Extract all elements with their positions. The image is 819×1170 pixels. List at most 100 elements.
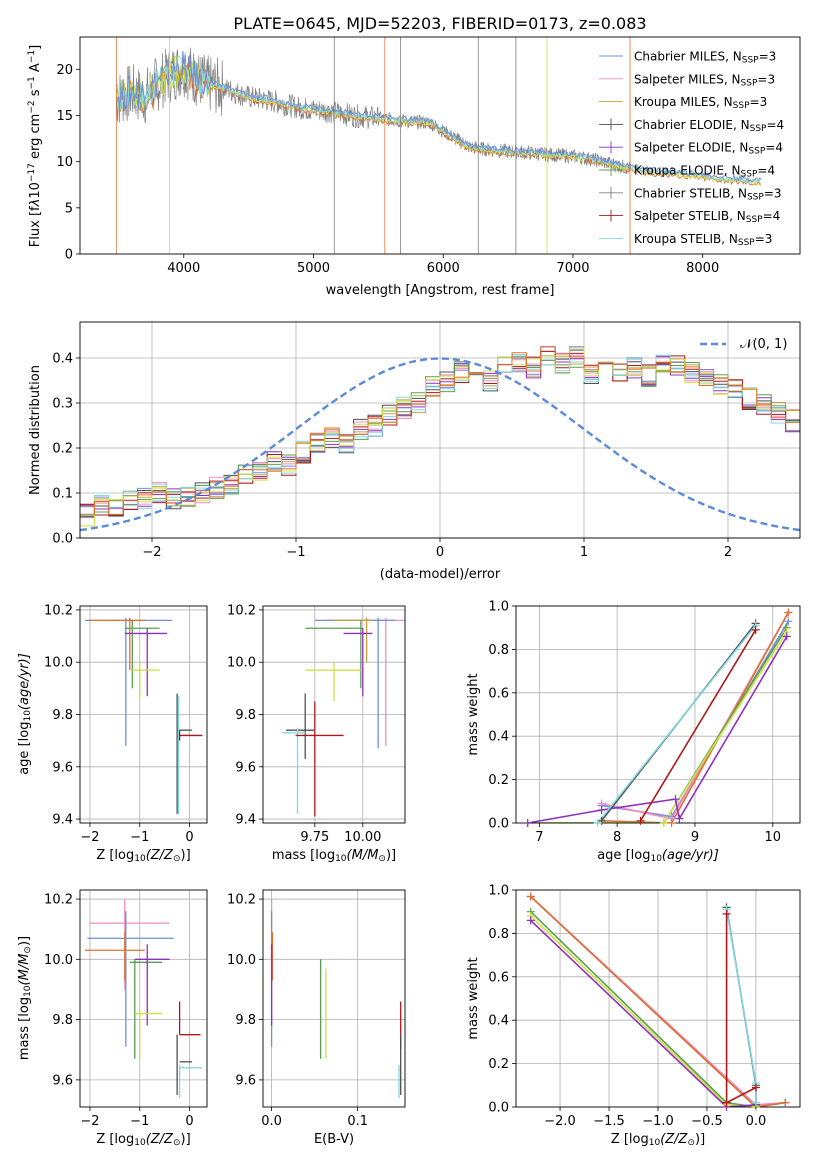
x-tick-label: 10.00 xyxy=(344,830,381,845)
y-tick-label: 0.8 xyxy=(488,643,509,658)
x-axis-label: E(B-V) xyxy=(314,1132,354,1147)
weight-series xyxy=(725,909,757,1103)
x-tick-label: 0.0 xyxy=(746,1114,767,1129)
axes-frame xyxy=(79,36,801,255)
y-tick-label: 9.8 xyxy=(52,1013,73,1028)
normal-curve xyxy=(80,357,800,532)
x-tick-label: 0 xyxy=(436,545,444,560)
legend-label: Kroupa ELODIE, NSSP=4 xyxy=(634,164,775,180)
legend-label: Chabrier STELIB, NSSP=3 xyxy=(634,186,782,202)
y-tick-label: 9.8 xyxy=(52,708,73,723)
plus-marker xyxy=(675,814,684,823)
legend: Chabrier MILES, NSSP=3 Salpeter MILES, NS… xyxy=(599,50,784,248)
y-tick-label: 0.3 xyxy=(52,397,73,412)
y-tick-label: 0.2 xyxy=(488,1057,509,1072)
x-tick-label: 9 xyxy=(691,830,699,845)
axes-spectrum: 4000 5000 6000 7000 8000 0 5 10 15 20 wavelength [… xyxy=(27,36,801,298)
plus-marker xyxy=(597,805,606,814)
histogram-series xyxy=(80,346,800,510)
y-tick-label: 10.0 xyxy=(44,656,73,671)
axes-residuals: −2 −1 0 1 2 0.0 0.1 0.2 0.3 0.4 𝒩(0, 1) (data-model… xyxy=(28,321,801,582)
y-tick-label: 9.4 xyxy=(52,813,73,828)
y-tick-label: 0.6 xyxy=(488,686,509,701)
y-tick-label: 0 xyxy=(65,248,73,263)
axes-frame xyxy=(79,889,208,1108)
x-tick-label: −1 xyxy=(286,545,305,560)
plot-area-mass-EBV xyxy=(270,899,402,1098)
plot-area-age-Z xyxy=(84,617,204,814)
y-tick-label: 10.0 xyxy=(44,953,73,968)
y-axis-label: Flux [fλ10−17 erg cm−2 s−1 A−1] xyxy=(27,45,43,247)
weight-series xyxy=(530,911,757,1107)
x-tick-label: 1 xyxy=(580,545,588,560)
weight-series xyxy=(725,913,757,1105)
histogram-series xyxy=(80,350,800,516)
y-tick-label: 9.6 xyxy=(235,1073,256,1088)
x-tick-label: 10 xyxy=(764,830,781,845)
y-tick-label: 15 xyxy=(56,109,73,124)
x-axis-label: wavelength [Angstrom, rest frame] xyxy=(326,283,555,298)
axes-frame xyxy=(262,605,406,824)
x-axis-label: Z [log10(Z/Z⊙)] xyxy=(96,848,190,864)
y-tick-label: 1.0 xyxy=(488,600,509,615)
y-tick-label: 0.4 xyxy=(488,1014,509,1029)
x-tick-label: −0.5 xyxy=(691,1114,723,1129)
y-axis-label: Normed distribution xyxy=(28,365,43,495)
plot-area-residuals xyxy=(80,346,800,532)
x-tick-label: 0.1 xyxy=(347,1114,368,1129)
y-tick-label: 9.8 xyxy=(235,1013,256,1028)
weight-series xyxy=(527,627,788,823)
y-tick-label: 10.2 xyxy=(44,603,73,618)
y-axis-label: mass weight xyxy=(466,957,481,1039)
y-tick-label: 10.2 xyxy=(227,603,256,618)
plus-marker xyxy=(667,819,676,827)
y-tick-label: 20 xyxy=(56,63,73,78)
plus-marker xyxy=(526,916,535,925)
y-tick-label: 0.8 xyxy=(488,927,509,942)
legend-label: Salpeter MILES, NSSP=3 xyxy=(634,72,775,88)
y-tick-label: 1.0 xyxy=(488,884,509,899)
y-tick-label: 0.1 xyxy=(52,487,73,502)
plot-area-age-mass xyxy=(282,617,405,817)
histogram-series xyxy=(80,346,800,515)
axes-mass-weight-age: 7 8 9 10 0.0 0.2 0.4 0.6 0.8 1.0 age [log10(age/yr… xyxy=(466,600,801,864)
x-tick-label: 0.0 xyxy=(261,1114,282,1129)
axes-frame xyxy=(79,605,208,824)
x-tick-label: 4000 xyxy=(167,261,200,276)
x-tick-label: 8000 xyxy=(686,261,719,276)
model-spectrum xyxy=(115,51,762,183)
x-tick-label: 2 xyxy=(724,545,732,560)
x-tick-label: 8 xyxy=(613,830,621,845)
plus-marker xyxy=(659,819,668,827)
weight-series xyxy=(530,919,756,1107)
y-tick-label: 0.2 xyxy=(488,773,509,788)
x-axis-label: (data-model)/error xyxy=(380,567,501,582)
plus-marker xyxy=(722,909,731,918)
plus-marker xyxy=(784,617,793,626)
plus-marker xyxy=(782,632,791,641)
x-tick-label: −1.5 xyxy=(593,1114,625,1129)
weight-series xyxy=(639,629,757,822)
plus-marker xyxy=(671,795,680,804)
weight-series xyxy=(527,635,788,823)
y-tick-label: 0.2 xyxy=(52,442,73,457)
axes-frame xyxy=(79,321,801,539)
x-tick-label: 5000 xyxy=(297,261,330,276)
legend-label: Salpeter STELIB, NSSP=4 xyxy=(634,209,780,225)
y-tick-label: 0.4 xyxy=(52,352,73,367)
histogram-series xyxy=(80,347,800,527)
x-tick-label: −1 xyxy=(130,1114,149,1129)
weight-series xyxy=(601,612,789,823)
plus-marker xyxy=(523,819,532,827)
legend-label: Kroupa MILES, NSSP=3 xyxy=(634,95,767,111)
x-axis-label: Z [log10(Z/Z⊙)] xyxy=(611,1132,705,1148)
legend-label: 𝒩(0, 1) xyxy=(740,337,787,352)
axes-frame xyxy=(515,605,801,824)
y-tick-label: 9.8 xyxy=(235,708,256,723)
axes-mass-Z: −2 −1 0 9.6 9.8 10.0 10.2 Z [log10(Z/Z⊙)] mass [… xyxy=(17,889,208,1148)
axes-age-mass: 9.75 10.00 9.4 9.6 9.8 10.0 10.2 mass [log10(M/… xyxy=(227,603,406,864)
histogram-series xyxy=(80,346,800,517)
weight-series xyxy=(527,631,788,823)
legend-label: Chabrier ELODIE, NSSP=4 xyxy=(634,118,784,134)
